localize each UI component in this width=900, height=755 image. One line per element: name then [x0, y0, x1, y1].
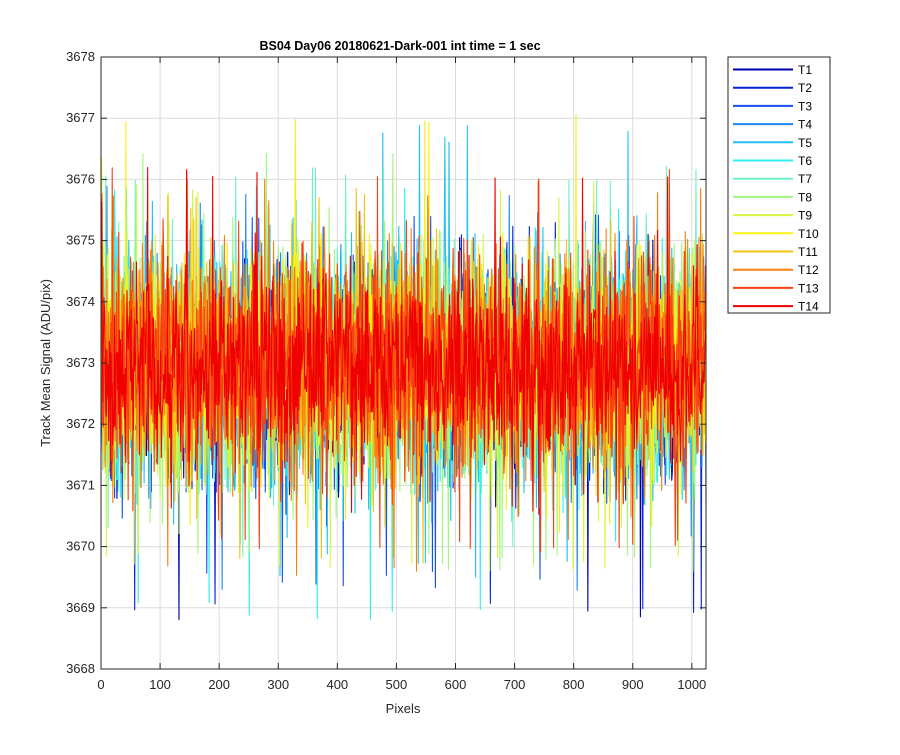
x-tick-label: 900 [622, 677, 644, 692]
x-tick-label: 300 [267, 677, 289, 692]
legend-label-t7: T7 [798, 172, 812, 186]
x-tick-label: 1000 [677, 677, 706, 692]
legend-label-t3: T3 [798, 99, 812, 113]
series-lines [101, 114, 707, 621]
legend: T1 T2 T3 T4 T5 T6 T7 T8 T9 T10 T11 T12 T13 T14 [727, 56, 831, 314]
legend-label-t10: T10 [798, 227, 819, 241]
legend-label-t1: T1 [798, 63, 812, 77]
x-tick-label: 600 [445, 677, 467, 692]
y-tick-label: 3675 [66, 233, 95, 248]
y-tick-label: 3674 [66, 294, 95, 309]
legend-label-t11: T11 [798, 245, 818, 259]
y-tick-label: 3676 [66, 171, 95, 186]
y-tick-label: 3672 [66, 416, 95, 431]
x-tick-label: 0 [97, 677, 104, 692]
x-tick-label: 100 [149, 677, 171, 692]
y-tick-label: 3668 [66, 661, 95, 676]
legend-label-t8: T8 [798, 190, 812, 204]
y-tick-label: 3670 [66, 539, 95, 554]
y-tick-label: 3677 [66, 110, 95, 125]
legend-label-t12: T12 [798, 263, 819, 277]
y-tick-label: 3678 [66, 49, 95, 64]
legend-label-t6: T6 [798, 154, 812, 168]
legend-label-t4: T4 [798, 118, 812, 132]
y-tick-label: 3673 [66, 355, 95, 370]
x-tick-label: 200 [208, 677, 230, 692]
chart-title: BS04 Day06 20180621-Dark-001 int time = … [259, 39, 540, 53]
legend-label-t2: T2 [798, 81, 812, 95]
x-tick-label: 800 [563, 677, 585, 692]
y-axis-label: Track Mean Signal (ADU/pix) [38, 279, 53, 447]
y-tick-label: 3669 [66, 600, 95, 615]
series-line-t14 [101, 166, 707, 515]
legend-label-t5: T5 [798, 136, 812, 150]
x-tick-label: 500 [386, 677, 408, 692]
legend-label-t13: T13 [798, 281, 819, 295]
x-tick-label: 400 [326, 677, 348, 692]
legend-label-t9: T9 [798, 209, 812, 223]
x-tick-label: 700 [504, 677, 526, 692]
axis-ticks: 0 100 200 300 400 500 600 700 800 900 1000 3668 3669… [66, 49, 706, 692]
legend-label-t14: T14 [798, 300, 819, 314]
y-tick-label: 3671 [66, 477, 95, 492]
x-axis-label: Pixels [386, 701, 421, 716]
